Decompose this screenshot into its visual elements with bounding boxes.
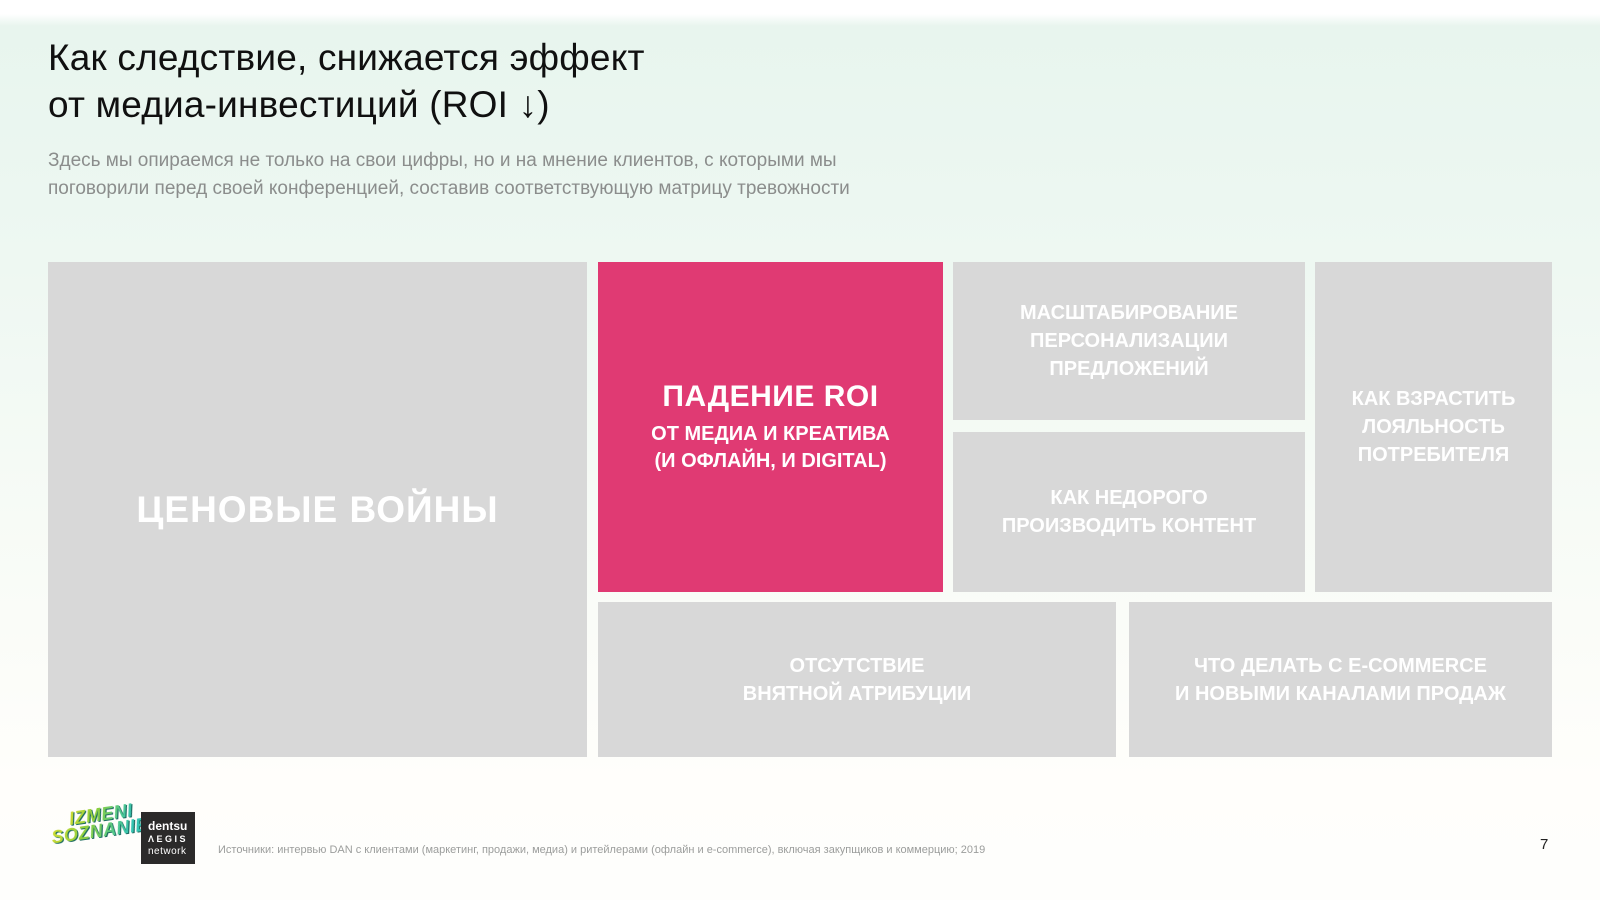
dentsu-logo-line-2: ΛEGIS [148, 833, 189, 844]
matrix-cell-price-wars-label: ЦЕНОВЫЕ ВОЙНЫ [136, 488, 499, 530]
matrix-cell-roi-drop-line-1: ОТ МЕДИА И КРЕАТИВА [651, 423, 890, 445]
matrix-cell-roi-drop-line-2: (И ОФЛАЙН, И DIGITAL) [654, 450, 887, 472]
matrix-cell-loyalty-line-2: ЛОЯЛЬНОСТЬ [1362, 416, 1505, 438]
matrix-cell-ecommerce-line-2: И НОВЫМИ КАНАЛАМИ ПРОДАЖ [1175, 682, 1506, 705]
matrix-cell-personalization-line-2: ПЕРСОНАЛИЗАЦИИ [1030, 330, 1228, 352]
izmeni-soznanie-logo: IZMENI SOZNANIE [48, 799, 150, 848]
matrix-cell-personalization-line-3: ПРЕДЛОЖЕНИЙ [1049, 358, 1209, 380]
dentsu-logo-line-3: network [148, 845, 187, 857]
dentsu-aegis-network-logo: dentsu ΛEGIS network [141, 812, 195, 864]
matrix-cell-attribution-line-1: ОТСУТСТВИЕ [789, 654, 925, 677]
page-subtitle: Здесь мы опираемся не только на свои циф… [48, 147, 850, 203]
matrix-cell-attribution: ОТСУТСТВИЕ ВНЯТНОЙ АТРИБУЦИИ [598, 602, 1116, 757]
matrix-cell-content-cost-line-2: ПРОИЗВОДИТЬ КОНТЕНТ [1001, 515, 1257, 537]
matrix-cell-loyalty-line-3: ПОТРЕБИТЕЛЯ [1357, 444, 1510, 466]
matrix-cell-attribution-line-2: ВНЯТНОЙ АТРИБУЦИИ [742, 682, 972, 705]
matrix-cell-loyalty-line-1: КАК ВЗРАСТИТЬ [1351, 388, 1516, 410]
dentsu-logo-line-1: dentsu [148, 818, 188, 833]
page-number: 7 [1540, 836, 1549, 853]
matrix-cell-roi-drop-highlighted: ПАДЕНИЕ ROI ОТ МЕДИА И КРЕАТИВА (И ОФЛАЙ… [598, 262, 943, 592]
matrix-cell-price-wars: ЦЕНОВЫЕ ВОЙНЫ [48, 262, 587, 757]
matrix-cell-personalization-line-1: МАСШТАБИРОВАНИЕ [1020, 302, 1238, 324]
matrix-cell-ecommerce-line-1: ЧТО ДЕЛАТЬ С E-COMMERCE [1194, 654, 1487, 677]
matrix-cell-personalization: МАСШТАБИРОВАНИЕ ПЕРСОНАЛИЗАЦИИ ПРЕДЛОЖЕН… [953, 262, 1305, 420]
matrix-cell-content-cost-line-1: КАК НЕДОРОГО [1050, 487, 1208, 509]
matrix-cell-roi-drop-title: ПАДЕНИЕ ROI [662, 380, 879, 413]
izmeni-logo-line-2: SOZNANIE [50, 814, 150, 848]
matrix-cell-loyalty: КАК ВЗРАСТИТЬ ЛОЯЛЬНОСТЬ ПОТРЕБИТЕЛЯ [1315, 262, 1552, 592]
page-title-line-1: Как следствие, снижается эффект [48, 37, 645, 78]
matrix-cell-ecommerce: ЧТО ДЕЛАТЬ С E-COMMERCE И НОВЫМИ КАНАЛАМ… [1129, 602, 1552, 757]
page-title-line-2: от медиа-инвестиций (ROI ↓) [48, 84, 550, 125]
page-title: Как следствие, снижается эффект от медиа… [48, 34, 645, 128]
page-subtitle-line-1: Здесь мы опираемся не только на свои циф… [48, 150, 837, 171]
matrix-cell-content-cost: КАК НЕДОРОГО ПРОИЗВОДИТЬ КОНТЕНТ [953, 432, 1305, 592]
source-note: Источники: интервью DAN с клиентами (мар… [218, 844, 986, 856]
page-subtitle-line-2: поговорили перед своей конференцией, сос… [48, 178, 850, 199]
